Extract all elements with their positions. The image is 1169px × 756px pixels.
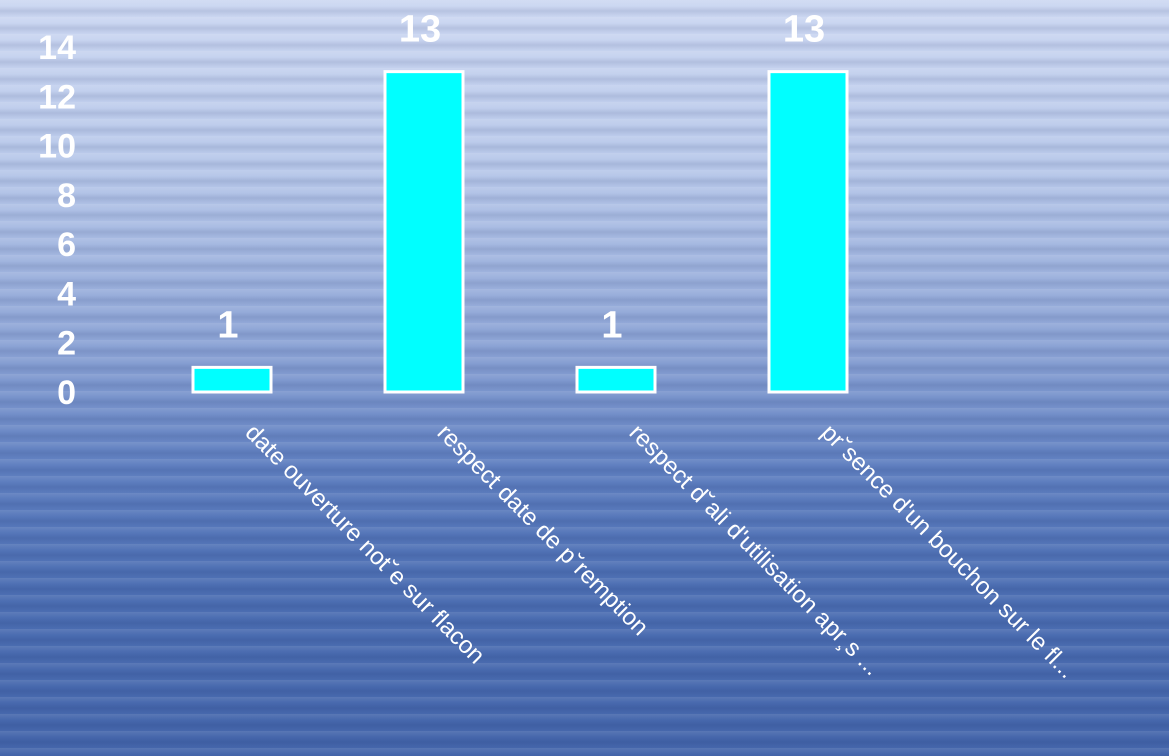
y-tick-label: 12 <box>38 78 76 116</box>
y-tick-label: 14 <box>38 29 76 67</box>
data-label: 13 <box>783 9 825 51</box>
data-label: 13 <box>399 9 441 51</box>
data-labels: 1 13 1 13 <box>217 9 825 347</box>
bar <box>191 365 273 394</box>
y-tick-label: 10 <box>38 128 76 166</box>
bar <box>383 70 465 394</box>
y-tick-label: 4 <box>57 275 76 313</box>
y-axis-ticks: 0 2 4 6 8 10 12 14 <box>38 29 76 412</box>
y-tick-label: 0 <box>57 374 76 412</box>
y-tick-label: 8 <box>57 177 76 215</box>
y-tick-label: 2 <box>57 325 76 363</box>
bar <box>575 365 657 394</box>
bar <box>767 70 849 394</box>
x-tick-label: respect date de p˘remption <box>432 419 654 641</box>
y-tick-label: 6 <box>57 226 76 264</box>
data-label: 1 <box>217 304 238 346</box>
bars <box>191 70 849 394</box>
data-label: 1 <box>601 304 622 346</box>
